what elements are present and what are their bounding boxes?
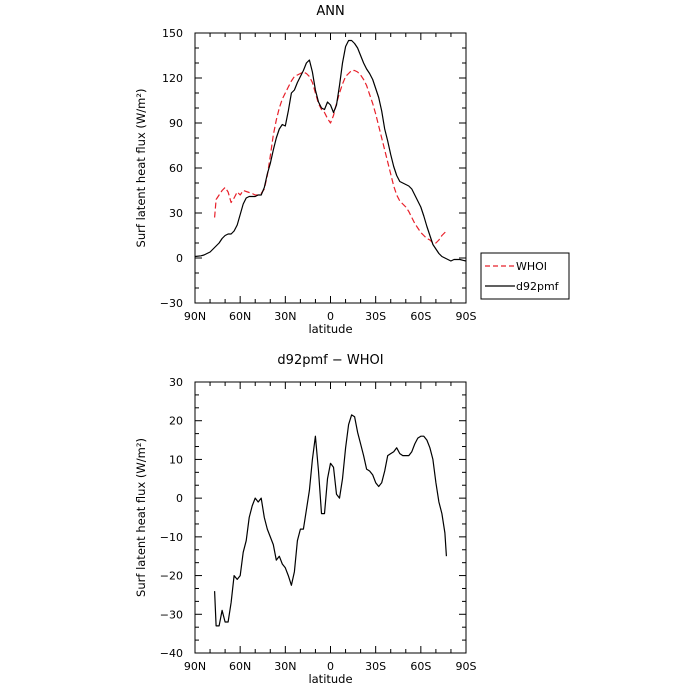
y-tick-label: −30 [160, 608, 183, 621]
x-tick-label: 0 [327, 310, 334, 323]
y-tick-label: −20 [160, 570, 183, 583]
x-tick-label: 90N [184, 310, 206, 323]
y-tick-label: −40 [160, 647, 183, 660]
y-tick-label: −30 [160, 297, 183, 310]
legend-label: d92pmf [516, 280, 560, 293]
x-tick-label: 30N [274, 660, 296, 673]
legend-label: WHOI [516, 260, 547, 273]
y-tick-label: 30 [169, 376, 183, 389]
y-tick-label: −10 [160, 531, 183, 544]
x-axis-label: latitude [308, 672, 352, 686]
x-tick-label: 60N [229, 660, 251, 673]
chart-panel-1: ANN 90N 60N 30N 0 30S 60S 90S −30 0 30 60 90 120 150 la… [134, 4, 570, 336]
y-tick-label: 120 [162, 72, 183, 85]
chart-panel-2: d92pmf − WHOI 90N 60N 30N 0 30S 60S 90S −40 −30 −2… [134, 353, 477, 686]
x-axis-label: latitude [308, 322, 352, 336]
x-tick-label: 90N [184, 660, 206, 673]
x-tick-label: 60S [410, 660, 431, 673]
y-axis-label: Surf latent heat flux (W/m²) [134, 89, 148, 248]
legend-box [480, 252, 570, 300]
series-line-difference [214, 414, 447, 627]
x-tick-label: 90S [456, 310, 477, 323]
x-tick-label: 30S [365, 310, 386, 323]
x-tick-label: 60S [410, 310, 431, 323]
y-tick-label: 0 [176, 252, 183, 265]
plot-frame [194, 381, 467, 654]
y-tick-label: 90 [169, 117, 183, 130]
chart-title: ANN [316, 4, 344, 19]
y-tick-label: 30 [169, 207, 183, 220]
chart-title: d92pmf − WHOI [277, 353, 383, 368]
x-tick-label: 0 [327, 660, 334, 673]
y-tick-label: 60 [169, 162, 183, 175]
y-tick-label: 20 [169, 415, 183, 428]
plot-frame [194, 32, 467, 304]
y-tick-label: 150 [162, 27, 183, 40]
legend: WHOI d92pmf [480, 252, 570, 300]
y-axis-label: Surf latent heat flux (W/m²) [134, 438, 148, 597]
y-tick-label: 10 [169, 453, 183, 466]
x-tick-label: 90S [456, 660, 477, 673]
x-tick-label: 30N [274, 310, 296, 323]
x-tick-label: 30S [365, 660, 386, 673]
y-tick-label: 0 [176, 492, 183, 505]
series-line-d92pmf [194, 39, 467, 262]
series-line-whoi [214, 69, 447, 244]
x-tick-label: 60N [229, 310, 251, 323]
